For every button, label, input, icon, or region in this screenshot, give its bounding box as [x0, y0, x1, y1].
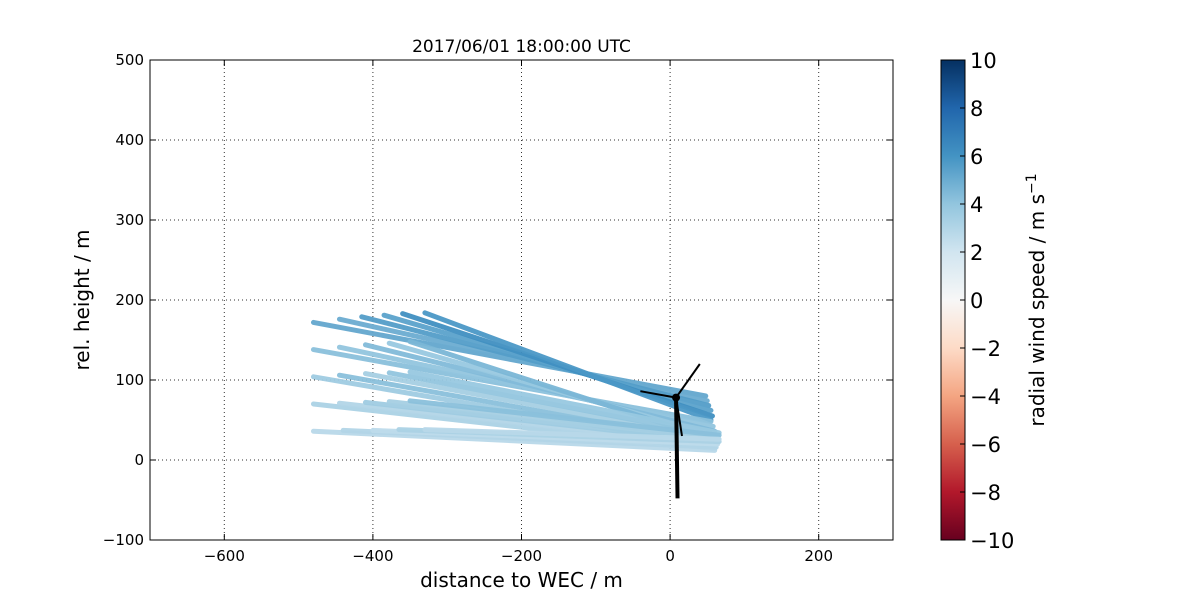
chart-title: 2017/06/01 18:00:00 UTC	[412, 37, 631, 57]
y-tick-label: 100	[115, 371, 144, 389]
turbine-blade	[675, 363, 701, 399]
colorbar-tick-label: −4	[970, 385, 1001, 409]
x-tick-label: −400	[352, 547, 393, 565]
colorbar-tick-label: 0	[970, 289, 983, 313]
colorbar-tick-label: 2	[970, 241, 983, 265]
colorbar-tick-label: 10	[970, 49, 997, 73]
turbine-hub	[672, 393, 681, 402]
x-tick-label: −200	[501, 547, 542, 565]
x-tick-label: 200	[804, 547, 833, 565]
x-tick-label: 0	[665, 547, 675, 565]
colorbar-tick-label: −8	[970, 481, 1001, 505]
scan-line-20	[386, 399, 721, 441]
scan-line-6	[422, 310, 714, 423]
scan-line-15	[386, 370, 721, 439]
y-axis-label: rel. height / m	[70, 229, 94, 370]
colorbar-label: radial wind speed / m s−1	[1024, 173, 1049, 426]
colorbar-label-text: radial wind speed / m s	[1025, 194, 1049, 427]
turbine-icon	[640, 363, 701, 499]
turbine-blade	[675, 397, 683, 437]
y-tick-label: 500	[115, 51, 144, 69]
x-tick-label: −600	[204, 547, 245, 565]
turbine-tower	[674, 397, 680, 499]
colorbar-tick-label: −6	[970, 433, 1001, 457]
colorbar-tick-label: 4	[970, 193, 983, 217]
y-tick-label: 400	[115, 131, 144, 149]
scan-line-16	[407, 369, 722, 436]
turbine-blade	[640, 390, 677, 399]
scan-line-21	[407, 398, 722, 438]
colorbar-tick-label: 6	[970, 145, 983, 169]
y-tick-label: 0	[134, 451, 144, 469]
colorbar-tick-label: −10	[970, 529, 1014, 553]
colorbar: 10 8 6 4 2 0 −2 −4 −6 −8 −10	[940, 49, 1014, 553]
colorbar-label-superscript: −1	[1024, 173, 1040, 194]
grid	[150, 59, 893, 541]
colorbar-tick-label: −2	[970, 337, 1001, 361]
y-tick-label: 200	[115, 291, 144, 309]
axes: −600 −400 −200 0 200 −100 0 100 200 300 400 500	[103, 51, 894, 565]
series-layer	[310, 310, 722, 453]
x-axis-label: distance to WEC / m	[420, 568, 623, 592]
scan-line-26	[422, 427, 722, 442]
colorbar-tick-label: 8	[970, 97, 983, 121]
y-tick-label: 300	[115, 211, 144, 229]
y-tick-label: −100	[103, 531, 144, 549]
